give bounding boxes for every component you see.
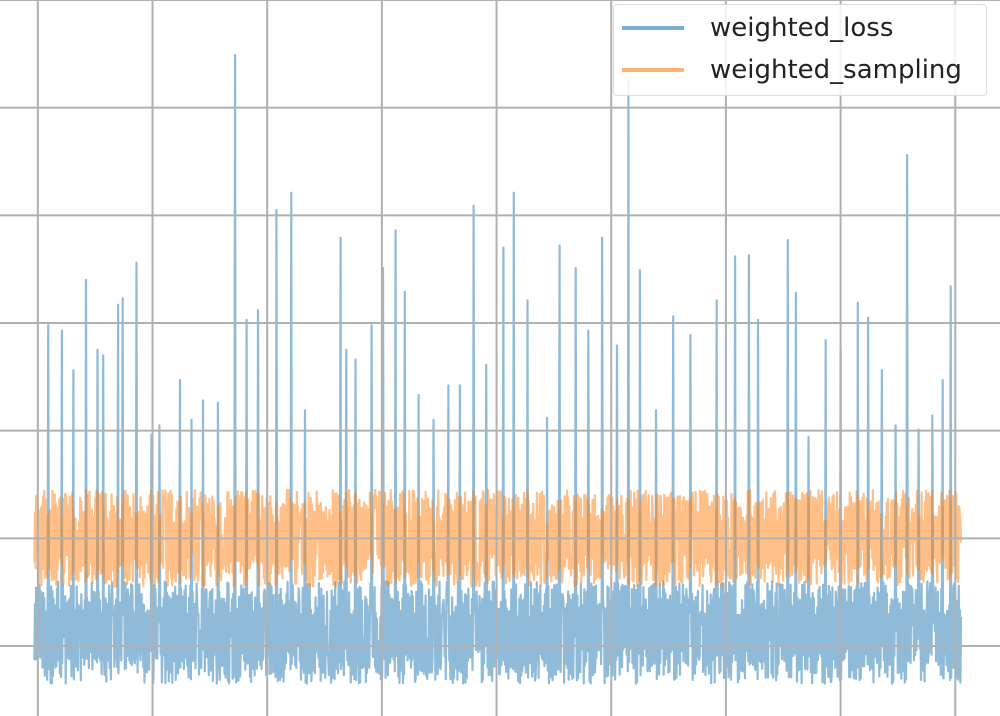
series-line-weighted_loss [33, 53, 963, 685]
legend-swatch-blue [622, 26, 684, 30]
legend-label: weighted_loss [710, 13, 894, 43]
legend-item-weighted-loss: weighted_loss [622, 13, 893, 43]
legend-item-weighted-sampling: weighted_sampling [622, 55, 962, 85]
legend-swatch-orange [622, 68, 684, 72]
legend: weighted_loss weighted_sampling [613, 4, 987, 96]
legend-label: weighted_sampling [710, 55, 962, 85]
